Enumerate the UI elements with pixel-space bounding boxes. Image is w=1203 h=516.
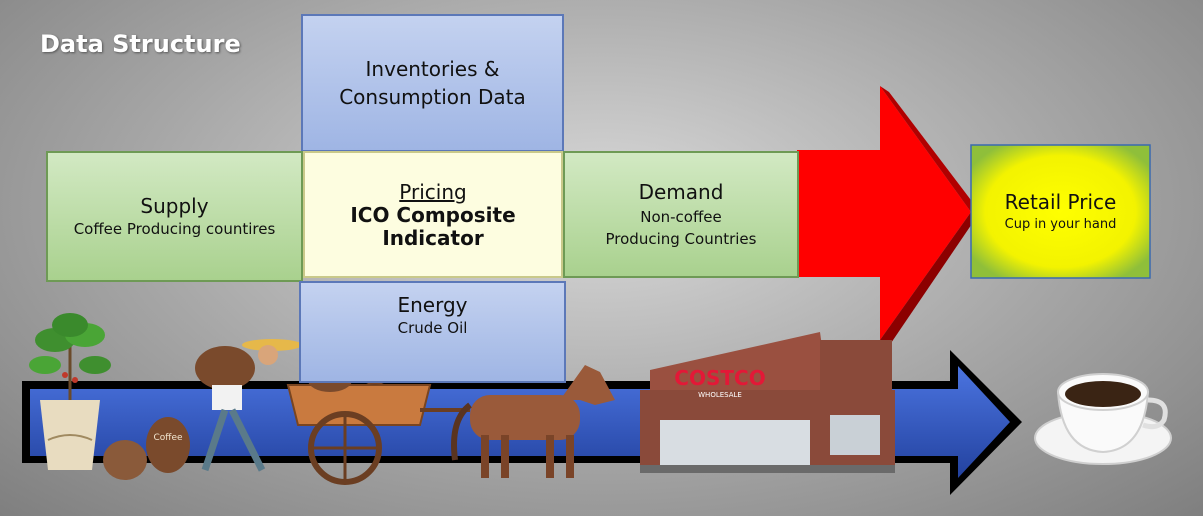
horse-icon <box>451 365 615 478</box>
supply-title: Supply <box>140 193 209 218</box>
demand-line1: Non-coffee <box>640 207 722 226</box>
demand-title: Demand <box>638 179 724 204</box>
red-arrow <box>797 86 980 346</box>
pricing-title: Pricing <box>399 179 467 204</box>
pricing-line1: ICO Composite <box>350 202 516 227</box>
retail-subtitle: Cup in your hand <box>1004 216 1117 232</box>
demand-box: Demand Non-coffee Producing Countries <box>563 151 799 278</box>
costco-logo-sub: WHOLESALE <box>698 391 742 399</box>
retail-price-box-bg <box>970 144 1151 279</box>
inventories-line1: Inventories & <box>365 57 500 81</box>
costco-store-icon: COSTCO WHOLESALE <box>640 332 895 473</box>
retail-title: Retail Price <box>1004 189 1117 214</box>
energy-subtitle: Crude Oil <box>397 319 468 337</box>
inventories-line2: Consumption Data <box>339 85 526 109</box>
coffee-plant-icon <box>29 313 111 470</box>
coffee-cup-icon <box>1034 373 1172 465</box>
inventories-box: Inventories & Consumption Data <box>301 14 564 152</box>
demand-line2: Producing Countries <box>605 229 757 248</box>
coffee-sack-icon: Coffee <box>103 417 190 480</box>
farmer-icon <box>195 339 302 472</box>
sack-label: Coffee <box>153 433 183 443</box>
pricing-box: Pricing ICO Composite Indicator <box>303 151 563 278</box>
supply-subtitle: Coffee Producing countires <box>73 219 276 238</box>
costco-logo: COSTCO <box>674 366 765 390</box>
energy-title: Energy <box>397 293 468 317</box>
energy-box: Energy Crude Oil <box>299 281 566 383</box>
supply-box: Supply Coffee Producing countires <box>46 151 303 282</box>
page-title: Data Structure <box>40 30 241 58</box>
pricing-line2: Indicator <box>382 225 484 250</box>
retail-price-box: Retail Price Cup in your hand <box>971 145 1150 278</box>
